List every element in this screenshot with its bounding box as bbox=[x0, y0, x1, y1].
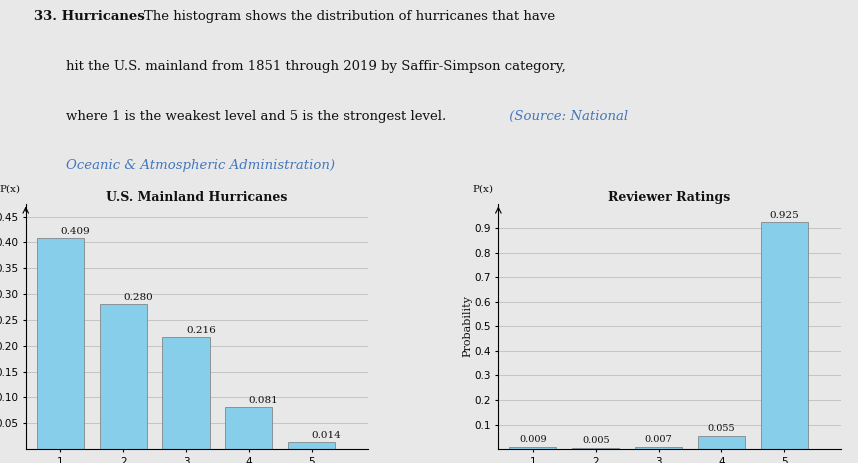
Bar bbox=[162, 338, 209, 449]
Text: (Source: National: (Source: National bbox=[505, 110, 628, 123]
Bar bbox=[698, 436, 745, 449]
Text: 0.216: 0.216 bbox=[186, 326, 215, 335]
Text: 0.005: 0.005 bbox=[582, 436, 609, 445]
Title: Reviewer Ratings: Reviewer Ratings bbox=[608, 191, 731, 204]
Text: 33. Hurricanes: 33. Hurricanes bbox=[34, 10, 145, 23]
Text: 0.009: 0.009 bbox=[519, 435, 547, 444]
Bar bbox=[37, 238, 84, 449]
Text: 0.007: 0.007 bbox=[644, 435, 673, 444]
Bar bbox=[510, 447, 557, 449]
Text: hit the U.S. mainland from 1851 through 2019 by Saffir-Simpson category,: hit the U.S. mainland from 1851 through … bbox=[67, 60, 566, 73]
Bar bbox=[226, 407, 272, 449]
Text: 0.409: 0.409 bbox=[60, 226, 90, 236]
Bar bbox=[635, 447, 682, 449]
Title: U.S. Mainland Hurricanes: U.S. Mainland Hurricanes bbox=[106, 191, 287, 204]
Bar bbox=[288, 442, 335, 449]
Text: where 1 is the weakest level and 5 is the strongest level.: where 1 is the weakest level and 5 is th… bbox=[67, 110, 447, 123]
Text: Oceanic & Atmospheric Administration): Oceanic & Atmospheric Administration) bbox=[67, 159, 335, 172]
Text: P(x): P(x) bbox=[0, 185, 21, 194]
Text: 0.055: 0.055 bbox=[708, 424, 735, 432]
Y-axis label: Probability: Probability bbox=[462, 295, 473, 357]
Text: The histogram shows the distribution of hurricanes that have: The histogram shows the distribution of … bbox=[144, 10, 555, 23]
Bar bbox=[572, 448, 619, 449]
Text: 0.081: 0.081 bbox=[249, 396, 279, 405]
Bar bbox=[761, 222, 808, 449]
Bar bbox=[100, 304, 147, 449]
Text: 0.280: 0.280 bbox=[124, 294, 153, 302]
Text: 0.925: 0.925 bbox=[770, 211, 799, 220]
Text: P(x): P(x) bbox=[472, 185, 493, 194]
Text: 0.014: 0.014 bbox=[311, 431, 341, 440]
